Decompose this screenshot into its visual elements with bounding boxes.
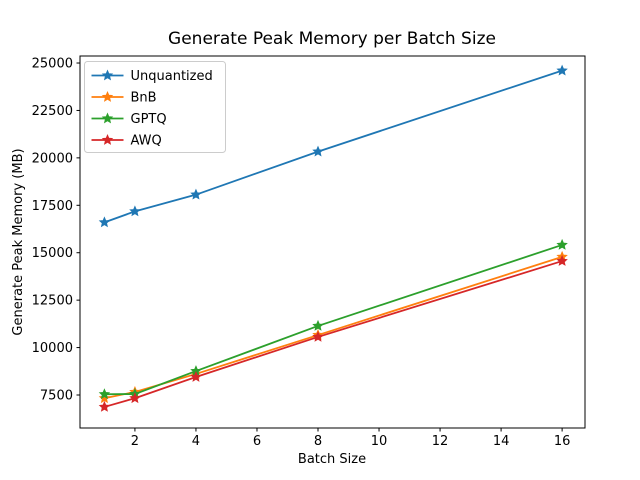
y-tick-label: 17500 — [32, 199, 73, 214]
series-marker-awq — [98, 400, 111, 412]
series-marker-awq — [129, 392, 141, 404]
series-marker-unquantized — [98, 216, 111, 228]
series-line-gptq — [104, 244, 563, 396]
legend: Unquantized BnB GPTQ AWQ — [84, 61, 226, 153]
legend-label: Unquantized — [131, 69, 213, 84]
y-tick-label: 25000 — [32, 57, 73, 72]
legend-label: BnB — [131, 91, 157, 106]
legend-entry-gptq: GPTQ — [91, 112, 167, 127]
plot-layer: 2 4 6 8 10 12 14 16 7500 10000 12500 15000 17500 2000… — [32, 55, 586, 449]
x-axis-label: Batch Size — [298, 452, 366, 467]
y-axis-label: Generate Peak Memory (MB) — [11, 148, 26, 335]
x-tick-label: 10 — [371, 434, 388, 449]
series-line-bnb — [104, 256, 563, 400]
y-tick-label: 20000 — [32, 151, 73, 166]
x-tick-label: 16 — [554, 434, 571, 449]
series-marker-awq — [190, 370, 202, 382]
series-marker-awq — [312, 330, 324, 342]
axes-frame — [79, 55, 586, 429]
x-tick-label: 12 — [432, 434, 449, 449]
legend-label: AWQ — [131, 134, 162, 149]
x-tick-label: 6 — [253, 434, 261, 449]
series-marker-gptq — [556, 238, 568, 250]
y-tick-label: 12500 — [32, 294, 73, 309]
legend-entry-unquantized: Unquantized — [91, 69, 213, 84]
legend-marker — [101, 90, 114, 102]
series-marker-awq — [556, 255, 568, 266]
x-tick-label: 4 — [192, 434, 200, 449]
legend-entry-bnb: BnB — [91, 90, 157, 106]
legend-marker — [101, 69, 114, 81]
legend-marker — [101, 133, 114, 145]
series-marker-gptq — [312, 319, 324, 331]
x-tick-label: 14 — [493, 434, 510, 449]
legend-label: GPTQ — [131, 112, 167, 127]
chart-title: Generate Peak Memory per Batch Size — [168, 29, 496, 49]
series-marker-gptq — [98, 388, 111, 400]
y-tick-label: 7500 — [40, 388, 73, 403]
legend-box — [84, 61, 226, 153]
legend-marker — [101, 112, 114, 124]
y-tick-label: 10000 — [32, 341, 73, 356]
series-line-awq — [104, 260, 563, 408]
series-marker-unquantized — [129, 205, 141, 217]
legend-entry-awq: AWQ — [91, 133, 162, 149]
x-tick-label: 8 — [314, 434, 322, 449]
x-tick-label: 2 — [131, 434, 139, 449]
series-marker-unquantized — [190, 188, 202, 200]
series-marker-bnb — [98, 392, 111, 404]
y-tick-label: 15000 — [32, 246, 73, 261]
series-marker-unquantized — [312, 145, 324, 157]
series-marker-unquantized — [556, 64, 568, 76]
y-tick-label: 22500 — [32, 104, 73, 119]
